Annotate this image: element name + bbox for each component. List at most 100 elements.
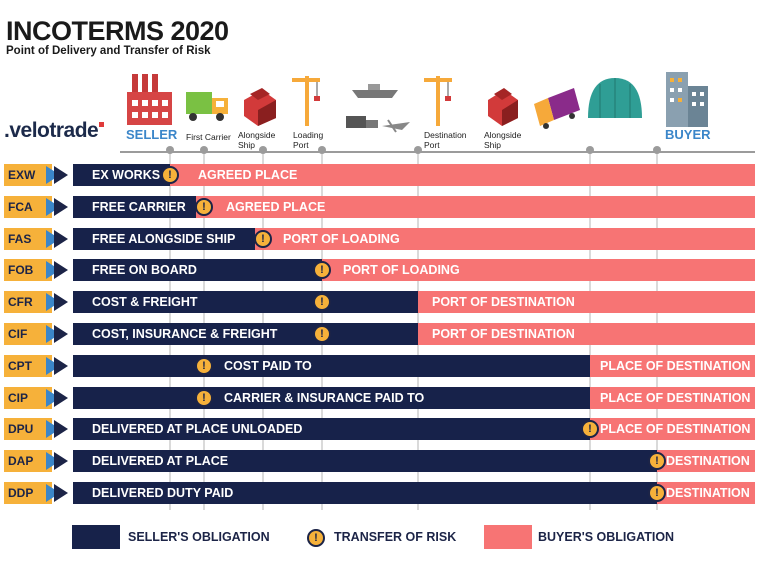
incoterm-code: DAP <box>4 450 41 473</box>
warning-icon: ! <box>648 452 666 471</box>
seller-obligation-bar <box>73 450 657 473</box>
incoterm-row-dap: DAP DELIVERED AT PLACE DESTINATION! <box>0 450 770 473</box>
buyer-obligation-label: PORT OF DESTINATION <box>432 295 575 310</box>
incoterm-row-fca: FCA FREE CARRIER AGREED PLACE! <box>0 195 770 218</box>
warning-icon: ! <box>195 197 213 216</box>
incoterm-code: EXW <box>4 164 41 186</box>
seller-obligation-label: EX WORKS <box>92 168 161 182</box>
warning-icon: ! <box>313 325 331 343</box>
legend-seller-swatch <box>72 525 120 549</box>
buyer-obligation-bar <box>255 227 755 250</box>
truck-icon <box>186 92 228 121</box>
page-title: INCOTERMS 2020 <box>6 16 229 46</box>
warning-icon: ! <box>313 261 331 280</box>
buildings-icon <box>666 72 708 127</box>
seller-obligation-bar <box>73 259 322 282</box>
chevron-right-icon <box>40 323 68 345</box>
seller-obligation-bar <box>73 323 418 345</box>
buyer-obligation-bar <box>657 482 755 504</box>
factory-icon <box>127 74 172 125</box>
crane-icon <box>292 76 320 126</box>
seller-obligation-label: DELIVERED AT PLACE UNLOADED <box>92 422 303 437</box>
ship-and-plane-icon <box>346 84 410 133</box>
chevron-right-icon <box>40 227 68 250</box>
buyer-obligation-label: AGREED PLACE <box>198 168 298 182</box>
stage-label-buyer: BUYER <box>665 127 711 142</box>
stage-label-alongside-ship: Alongside Ship <box>238 130 276 150</box>
incoterm-code: FOB <box>4 259 41 282</box>
legend-buyer-label: BUYER'S OBLIGATION <box>538 530 675 544</box>
stage-dot-first-carrier <box>200 146 208 154</box>
buyer-obligation-bar <box>170 164 755 186</box>
buyer-obligation-bar <box>657 450 755 473</box>
warning-icon: ! <box>161 166 179 184</box>
incoterm-code: DDP <box>4 482 41 504</box>
legend-seller-label: SELLER'S OBLIGATION <box>128 530 270 544</box>
buyer-obligation-label: PLACE OF DESTINATION <box>600 390 751 405</box>
buyer-obligation-label: AGREED PLACE <box>226 199 326 214</box>
buyer-obligation-bar <box>196 195 755 218</box>
seller-obligation-label: FREE ON BOARD <box>92 263 197 278</box>
stage-label-alongside-ship-dest: Alongside Ship <box>484 130 522 150</box>
incoterm-row-exw: EXW EX WORKS AGREED PLACE! <box>0 164 770 186</box>
incoterm-row-fas: FAS FREE ALONGSIDE SHIP PORT OF LOADING! <box>0 227 770 250</box>
legend-buyer-swatch <box>484 525 532 549</box>
chevron-right-icon <box>40 450 68 473</box>
buyer-obligation-label: DESTINATION <box>666 454 750 469</box>
legend-risk-label: TRANSFER OF RISK <box>334 530 457 544</box>
buyer-obligation-bar <box>590 386 755 409</box>
incoterm-code: CIF <box>4 323 41 345</box>
incoterm-row-cif: CIF COST, INSURANCE & FREIGHT PORT OF DEST… <box>0 323 770 345</box>
stage-illustrations <box>120 72 755 153</box>
incoterm-code: FCA <box>4 195 41 218</box>
incoterm-code: FAS <box>4 227 41 250</box>
seller-obligation-label: COST & FREIGHT <box>92 295 198 310</box>
stage-label-destination-port: Destination Port <box>424 130 467 150</box>
incoterm-row-dpu: DPU DELIVERED AT PLACE UNLOADED PLACE OF D… <box>0 418 770 441</box>
seller-obligation-label: FREE CARRIER <box>92 199 186 214</box>
warning-icon: ! <box>648 484 666 502</box>
warning-icon: ! <box>307 529 325 547</box>
seller-obligation-label: CARRIER & INSURANCE PAID TO <box>224 390 425 405</box>
buyer-obligation-bar <box>590 418 755 441</box>
incoterm-code: CIP <box>4 386 41 409</box>
seller-obligation-bar <box>73 291 418 314</box>
buyer-obligation-label: PLACE OF DESTINATION <box>600 422 751 437</box>
chevron-right-icon <box>40 195 68 218</box>
seller-obligation-bar <box>73 482 657 504</box>
seller-obligation-label: DELIVERED DUTY PAID <box>92 486 234 500</box>
chevron-right-icon <box>40 259 68 282</box>
stage-dot-seller <box>166 146 174 154</box>
delivery-truck-icon <box>534 88 580 129</box>
warning-icon: ! <box>254 229 272 248</box>
chevron-right-icon <box>40 482 68 504</box>
buyer-obligation-label: PORT OF LOADING <box>283 231 400 246</box>
incoterm-row-cfr: CFR COST & FREIGHT PORT OF DESTINATION! <box>0 291 770 314</box>
buyer-obligation-bar <box>418 323 755 345</box>
incoterm-row-cip: CIP CARRIER & INSURANCE PAID TO PLACE OF D… <box>0 386 770 409</box>
buyer-obligation-bar <box>590 354 755 377</box>
containers-icon <box>244 88 276 126</box>
stage-dot-warehouse <box>586 146 594 154</box>
chevron-right-icon <box>40 354 68 377</box>
buyer-obligation-label: DESTINATION <box>666 486 750 500</box>
containers-icon <box>488 88 518 126</box>
seller-obligation-label: DELIVERED AT PLACE <box>92 454 229 469</box>
buyer-obligation-label: PLACE OF DESTINATION <box>600 358 751 373</box>
seller-obligation-bar <box>73 418 590 441</box>
seller-obligation-label: COST PAID TO <box>224 358 312 373</box>
seller-obligation-bar <box>73 195 196 218</box>
buyer-obligation-label: PORT OF LOADING <box>343 263 460 278</box>
logo-square-icon <box>99 122 105 127</box>
buyer-obligation-bar <box>418 291 755 314</box>
stage-label-seller: SELLER <box>126 127 178 142</box>
velotrade-logo: .velotrade <box>4 119 105 143</box>
seller-obligation-bar <box>73 164 170 186</box>
incoterm-code: DPU <box>4 418 41 441</box>
stage-dot-alongside-ship-origin <box>259 146 267 154</box>
stage-label-loading-port: Loading Port <box>293 130 324 150</box>
incoterm-code: CPT <box>4 354 41 377</box>
buyer-obligation-label: PORT OF DESTINATION <box>432 327 575 341</box>
stage-dot-buyer <box>653 146 661 154</box>
incoterm-row-ddp: DDP DELIVERED DUTY PAID DESTINATION! <box>0 482 770 504</box>
